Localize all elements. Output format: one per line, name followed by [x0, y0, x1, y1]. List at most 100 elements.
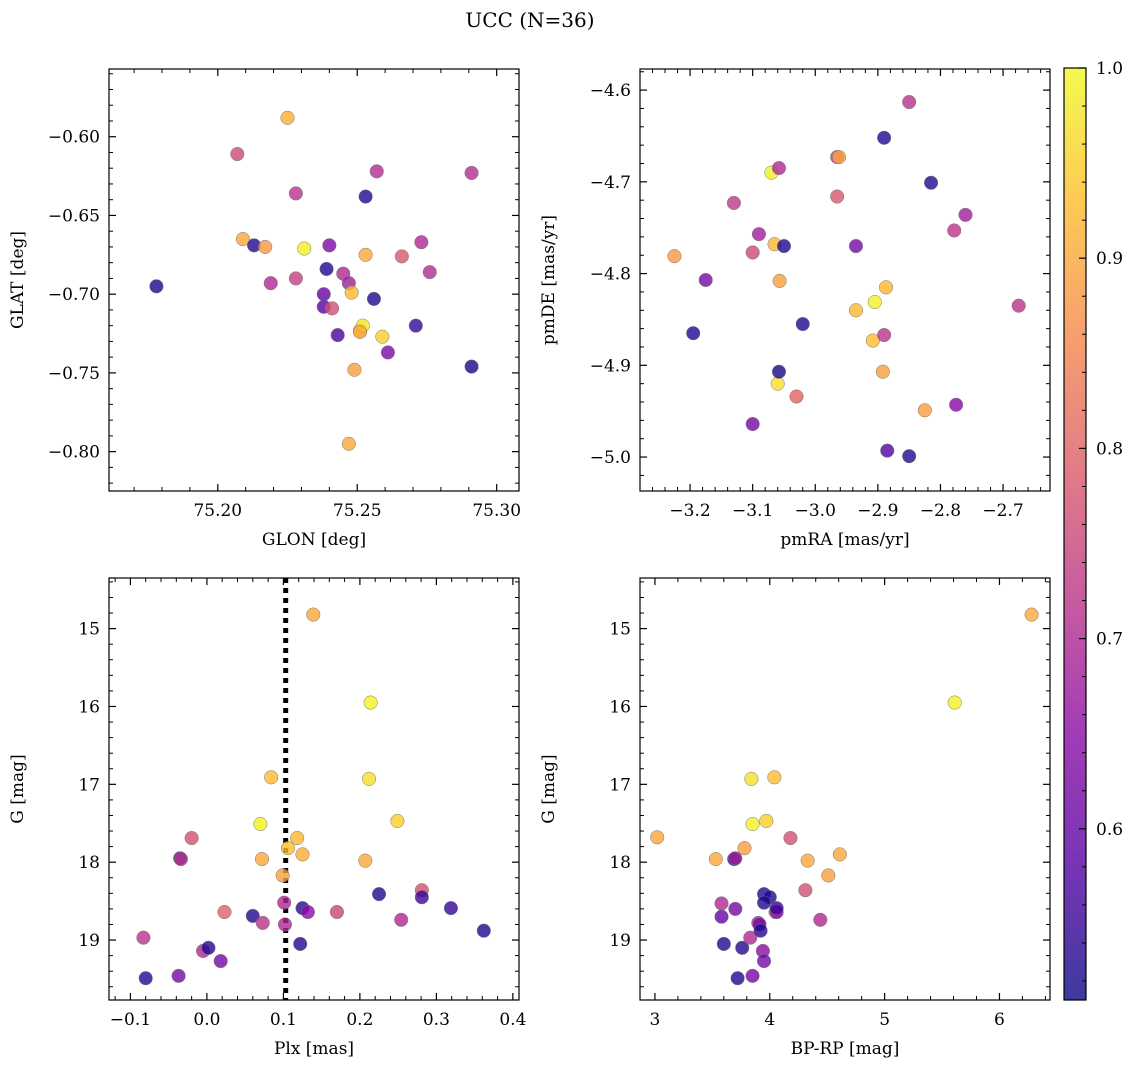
scatter-point — [745, 968, 760, 983]
x-tick-label: 75.30 — [472, 501, 521, 521]
scatter-point — [716, 936, 731, 951]
scatter-point — [771, 161, 787, 176]
scatter-point — [394, 249, 409, 264]
scatter-point — [358, 853, 373, 868]
x-tick-label: 3 — [650, 1010, 661, 1030]
scatter-point — [800, 853, 815, 868]
y-axis-label: GLAT [deg] — [8, 231, 28, 329]
scatter-point — [878, 280, 894, 295]
y-tick-label: −4.8 — [590, 265, 631, 285]
scatter-point — [771, 364, 787, 379]
scatter-point — [414, 235, 429, 250]
scatter-point — [230, 146, 245, 162]
scatter-point — [375, 329, 390, 344]
scatter-point — [880, 443, 895, 458]
y-axis-label: G [mag] — [8, 754, 28, 823]
scatter-point — [759, 813, 774, 828]
scatter-point — [728, 901, 743, 916]
scatter-point — [686, 326, 701, 341]
axes-frame — [639, 577, 1051, 1001]
x-tick-label: 0.2 — [346, 1010, 373, 1030]
scatter-point — [756, 954, 772, 969]
y-tick-label: −5.0 — [590, 448, 631, 468]
scatter-point — [255, 915, 270, 930]
scatter-point — [744, 771, 759, 786]
scatter-point — [875, 364, 890, 379]
scatter-point — [330, 328, 345, 343]
scatter-point — [877, 130, 892, 145]
scatter-point — [325, 301, 340, 316]
scatter-point — [714, 896, 729, 911]
colorbar: 0.6 0.7 0.8 0.9 1.0 — [1063, 59, 1123, 1001]
scatter-point — [667, 249, 682, 264]
scatter-point — [795, 316, 810, 332]
scatter-point — [714, 909, 729, 924]
panel-2: −3.2 −3.1 −3.0 −2.9 −2.8 −2.7 −4.6 −4.7 −4.8 −4.9… — [539, 68, 1051, 550]
scatter-point — [288, 186, 303, 201]
scatter-point — [253, 816, 268, 832]
scatter-point — [745, 816, 760, 832]
scatter-point — [258, 239, 273, 254]
axes-frame — [108, 68, 520, 492]
y-tick-label: 17 — [609, 775, 631, 795]
scatter-point — [293, 936, 308, 951]
scatter-point — [751, 227, 766, 242]
x-tick-label: 0.3 — [423, 1010, 450, 1030]
scatter-point — [347, 362, 362, 377]
scatter-point — [341, 436, 356, 451]
scatter-point — [358, 247, 373, 262]
x-axis-label: BP-RP [mag] — [791, 1039, 900, 1059]
y-tick-label: 19 — [609, 931, 631, 951]
scatter-point — [848, 303, 864, 318]
scatter-point — [138, 971, 153, 986]
scatter-point — [235, 232, 250, 247]
x-tick-label: −3.0 — [795, 501, 836, 521]
colorbar-frame — [1063, 67, 1087, 1001]
scatter-point — [201, 940, 216, 955]
scatter-point — [743, 930, 758, 945]
scatter-point — [217, 904, 232, 920]
x-tick-label: 0.4 — [499, 1010, 526, 1030]
y-axis-label: pmDE [mas/yr] — [539, 215, 559, 345]
scatter-point — [306, 607, 321, 622]
scatter-point — [769, 901, 784, 916]
colorbar-tick-label: 1.0 — [1096, 59, 1123, 79]
y-tick-label: −4.6 — [590, 81, 631, 101]
scatter-point — [329, 904, 344, 920]
x-tick-label: 0.1 — [270, 1010, 297, 1030]
scatter-point — [745, 416, 760, 432]
y-tick-label: 15 — [609, 620, 631, 640]
scatter-point — [730, 971, 745, 986]
x-tick-label: 5 — [879, 1010, 890, 1030]
scatter-point — [1011, 298, 1026, 313]
x-axis-label: GLON [deg] — [262, 530, 366, 550]
scatter-point — [476, 923, 491, 938]
scatter-point — [726, 195, 741, 210]
y-tick-label: 16 — [609, 697, 631, 717]
x-tick-label: −2.8 — [920, 501, 961, 521]
x-tick-label: −2.9 — [857, 501, 898, 521]
figure-title: UCC (N=36) — [465, 8, 594, 32]
scatter-point — [745, 245, 760, 260]
x-tick-label: 75.20 — [193, 501, 242, 521]
scatter-point — [263, 276, 278, 291]
scatter-point — [297, 241, 312, 256]
scatter-point — [798, 883, 813, 898]
scatter-point — [767, 770, 782, 785]
x-axis-label: Plx [mas] — [274, 1039, 354, 1059]
x-tick-label: 6 — [994, 1010, 1005, 1030]
scatter-point — [917, 403, 932, 418]
scatter-point — [371, 887, 387, 902]
x-tick-label: −3.1 — [732, 501, 773, 521]
x-tick-label: −3.2 — [669, 501, 710, 521]
colorbar-gradient — [1064, 68, 1086, 1000]
scatter-point — [316, 287, 331, 302]
scatter-point — [830, 189, 845, 204]
scatter-point — [213, 954, 228, 969]
y-tick-label: −0.70 — [48, 285, 100, 305]
colorbar-tick-label: 0.7 — [1096, 630, 1123, 650]
y-tick-label: −0.80 — [48, 443, 100, 463]
scatter-point — [772, 273, 787, 288]
colorbar-tick-label: 0.6 — [1096, 820, 1123, 840]
